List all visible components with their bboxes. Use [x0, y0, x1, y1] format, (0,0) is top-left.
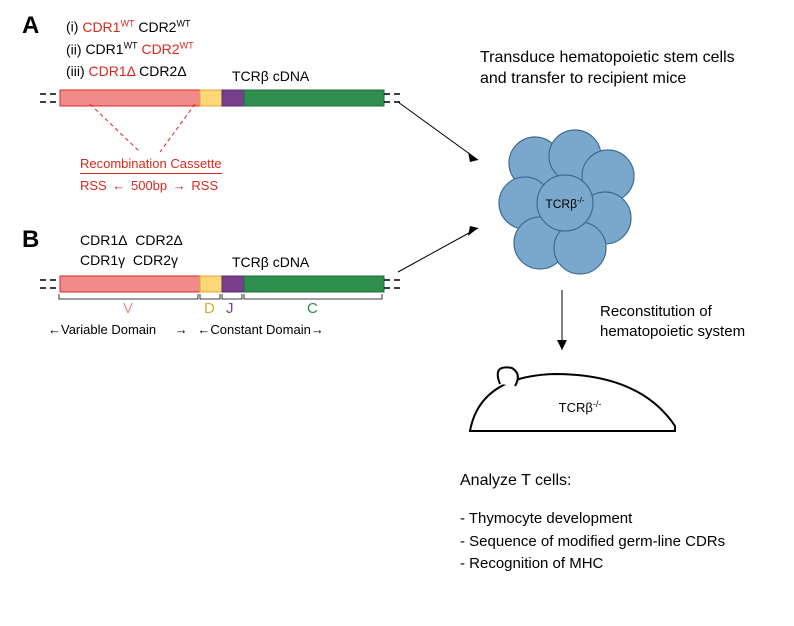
cell-cluster: TCRβ-/- [480, 118, 650, 288]
mouse-drawing: TCRβ-/- [460, 356, 690, 446]
analyze-item: - Recognition of MHC [460, 553, 725, 576]
analyze-item: - Sequence of modified germ-line CDRs [460, 531, 725, 554]
analyze-list: - Thymocyte development- Sequence of mod… [460, 508, 725, 576]
analyze-item: - Thymocyte development [460, 508, 725, 531]
reconstitution-text: Reconstitution of hematopoietic system [600, 302, 780, 341]
analyze-title: Analyze T cells: [460, 472, 571, 490]
